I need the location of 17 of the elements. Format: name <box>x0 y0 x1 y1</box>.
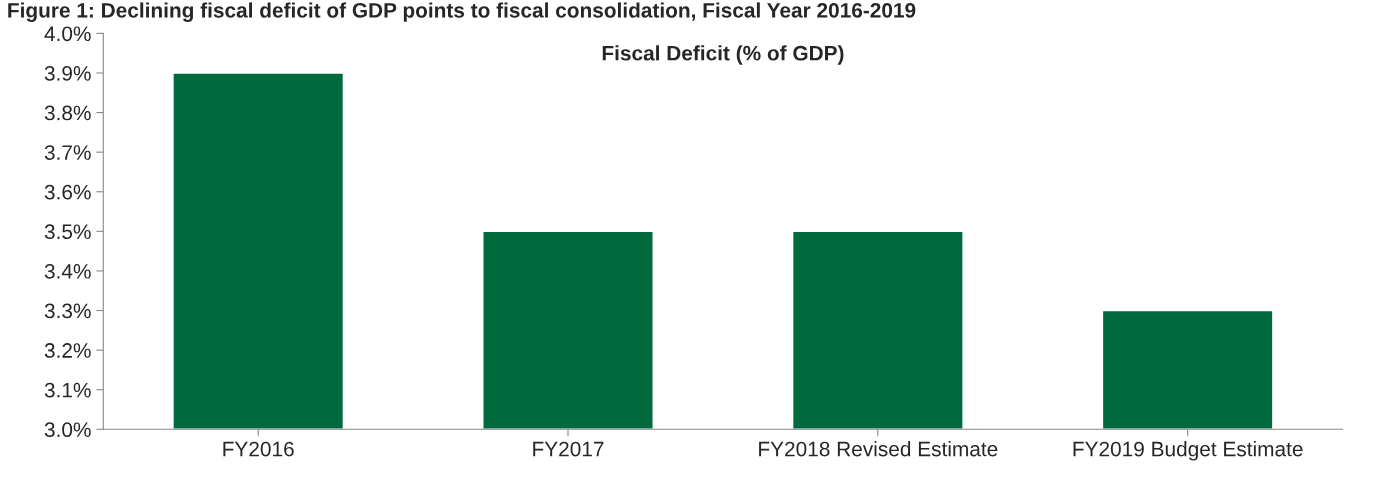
y-tick-label: 4.0% <box>44 26 91 42</box>
x-tick-label: FY2017 <box>533 441 604 457</box>
y-tick-label: 3.0% <box>44 422 91 438</box>
y-tick-label: 3.3% <box>44 303 91 319</box>
y-tick-label: 3.1% <box>44 382 91 398</box>
y-tick-label: 3.9% <box>44 65 91 81</box>
y-tick-label: 3.2% <box>44 343 91 358</box>
y-tick-label: 3.8% <box>44 105 91 121</box>
x-tick-label: FY2018 Revised Estimate <box>759 441 998 457</box>
x-tick-label: FY2016 <box>223 441 294 457</box>
chart-title: Figure 1: Declining fiscal deficit of GDP points to fiscal consolidation, Fiscal Year 2016-2019 <box>8 2 916 22</box>
text: Fiscal Deficit (% of GDP) <box>602 45 844 65</box>
y-tick-label: 3.6% <box>44 184 91 200</box>
x-tick-label: FY2019 Budget Estimate <box>1073 441 1303 461</box>
y-tick-label: 3.4% <box>44 263 91 279</box>
y-tick-label: 3.5% <box>44 224 91 240</box>
y-tick-label: 3.7% <box>44 145 91 160</box>
